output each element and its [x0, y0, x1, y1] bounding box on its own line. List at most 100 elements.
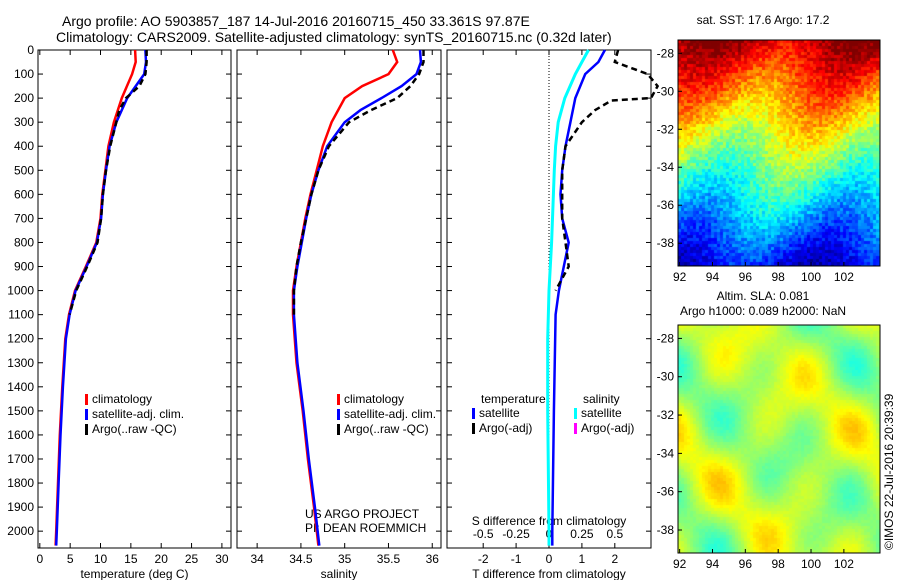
x-tick-label: 34: [250, 552, 264, 566]
x-tick-label: 102: [834, 557, 854, 571]
legend-title-salinity: salinity: [583, 392, 620, 406]
x-tick-label: -1: [511, 552, 522, 566]
legend-label: Argo(-adj): [581, 421, 634, 435]
x-tick-label: 100: [801, 270, 821, 284]
x-tick-label: 10: [94, 552, 108, 566]
x-tick-label: 15: [124, 552, 138, 566]
sla-map-title-1: Altim. SLA: 0.081: [717, 289, 810, 303]
x-tick-label: 100: [801, 557, 821, 571]
sst-map-box: [677, 39, 881, 267]
legend-label: climatology: [344, 392, 404, 406]
x-tick-label: 1: [579, 552, 586, 566]
y-tick-label: 1000: [7, 284, 34, 298]
s-tick-label: -0.5: [473, 527, 494, 541]
temperature-axes-box: [37, 49, 232, 549]
y-tick-label: -38: [657, 523, 675, 537]
legend-swatch: [337, 409, 340, 420]
legend-label: satellite-adj. clim.: [92, 407, 184, 421]
y-tick-label: 1100: [8, 308, 34, 322]
legend-swatch: [85, 394, 88, 405]
x-tick-label: 98: [771, 270, 785, 284]
y-tick-label: -28: [657, 331, 675, 345]
salinity-diff-satellite-line: [546, 49, 590, 546]
x-tick-label: 0: [546, 552, 553, 566]
x-tick-label: 35.5: [377, 552, 401, 566]
y-tick-label: -38: [657, 236, 675, 250]
y-tick-label: 1500: [7, 404, 34, 418]
legend-label: Argo(-adj): [479, 421, 532, 435]
y-tick-label: 100: [14, 67, 34, 81]
y-tick-label: 800: [14, 235, 34, 249]
y-tick-label: 400: [14, 139, 34, 153]
legend-label: satellite: [479, 406, 520, 420]
temperature-line-climatology: [54, 49, 137, 546]
y-tick-label: -34: [657, 160, 675, 174]
y-tick-label: -30: [657, 84, 675, 98]
salinity-xlabel: salinity: [321, 567, 358, 580]
x-tick-label: 36: [426, 552, 440, 566]
salinity-line-climatology: [291, 49, 399, 546]
legend-label: Argo(..raw -QC): [344, 422, 429, 436]
title-line-1: Argo profile: AO 5903857_187 14-Jul-2016…: [62, 13, 530, 29]
salinity-line-satellite: [292, 49, 423, 546]
legend-swatch: [472, 408, 475, 419]
title-line-2: Climatology: CARS2009. Satellite-adjuste…: [56, 29, 612, 45]
y-tick-label: 600: [14, 187, 34, 201]
y-tick-label: 700: [14, 211, 34, 225]
y-tick-label: -30: [657, 370, 675, 384]
x-tick-label: 98: [771, 557, 785, 571]
y-tick-label: 300: [14, 115, 34, 129]
temperature-diff-satellite-line: [551, 49, 606, 546]
y-tick-label: -32: [657, 122, 675, 136]
x-tick-label: 0: [36, 552, 43, 566]
x-tick-label: 92: [673, 270, 687, 284]
legend-title-temperature: temperature: [481, 392, 546, 406]
y-tick-label: -28: [657, 46, 675, 60]
sla-map-title-2: Argo h1000: 0.089 h2000: NaN: [680, 304, 846, 318]
legend-label: satellite: [581, 406, 622, 420]
x-tick-label: 2: [611, 552, 618, 566]
y-tick-label: 0: [27, 43, 34, 57]
y-tick-label: -36: [657, 198, 675, 212]
legend-label: climatology: [92, 392, 152, 406]
y-tick-label: 200: [14, 91, 34, 105]
legend-swatch: [337, 424, 340, 435]
s-tick-label: 0.5: [606, 527, 623, 541]
difference-xlabel: T difference from climatology: [472, 567, 626, 580]
legend-label: satellite-adj. clim.: [344, 407, 436, 421]
sst-map-image: [678, 40, 880, 266]
temperature-line-satellite: [54, 49, 148, 546]
s-tick-label: -0.25: [502, 527, 530, 541]
y-tick-label: 500: [14, 163, 34, 177]
sla-map-box: [677, 324, 881, 554]
y-tick-label: 1200: [7, 332, 34, 346]
salinity-axes-box: [236, 49, 442, 549]
y-tick-label: 1900: [7, 500, 34, 514]
legend-swatch: [85, 424, 88, 435]
x-tick-label: 94: [706, 557, 720, 571]
legend-swatch: [472, 423, 475, 434]
y-tick-label: 1700: [7, 452, 34, 466]
y-tick-label: 1300: [7, 356, 34, 370]
temperature-diff-argo-line: [554, 49, 660, 292]
x-tick-label: 102: [834, 270, 854, 284]
x-tick-label: 25: [185, 552, 199, 566]
s-tick-label: 0.25: [570, 527, 594, 541]
y-tick-label: -36: [657, 485, 675, 499]
y-tick-label: -34: [657, 446, 675, 460]
x-tick-label: 92: [673, 557, 687, 571]
y-tick-label: 1800: [7, 476, 34, 490]
y-tick-label: 1600: [7, 428, 34, 442]
x-tick-label: 34.5: [289, 552, 313, 566]
x-tick-label: -2: [478, 552, 489, 566]
temperature-line-argo: [68, 50, 148, 315]
x-tick-label: 94: [706, 270, 720, 284]
x-tick-label: 96: [739, 557, 753, 571]
y-tick-label: 1400: [7, 380, 34, 394]
x-tick-label: 5: [67, 552, 74, 566]
x-tick-label: 30: [215, 552, 229, 566]
legend-swatch: [574, 423, 577, 434]
legend-swatch: [574, 408, 577, 419]
